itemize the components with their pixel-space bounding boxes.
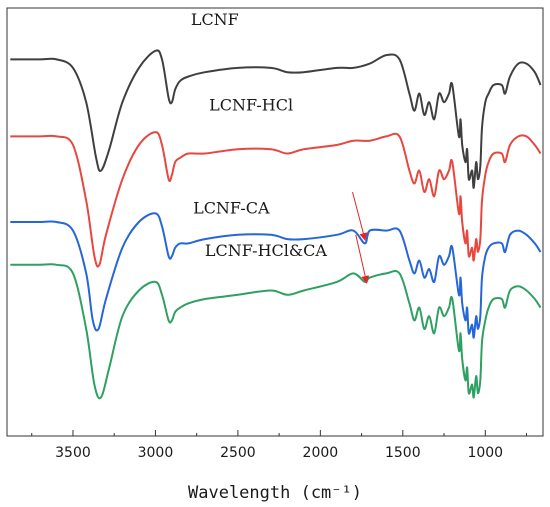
annotation-arrow-1 <box>352 191 368 242</box>
series-label-lcnf-hcl-ca: LCNF-HCl&CA <box>205 241 327 260</box>
series-group <box>10 49 542 400</box>
annotation-arrow-2 <box>355 234 370 284</box>
series-label-lcnf: LCNF <box>191 10 239 29</box>
series-line-lcnf-hcl-ca <box>10 263 542 400</box>
series-label-lcnf-hcl: LCNF-HCl <box>209 96 293 115</box>
x-tick-label-1500: 1500 <box>385 445 421 461</box>
x-tick-label-3000: 3000 <box>138 445 174 461</box>
series-line-lcnf-hcl <box>10 131 542 268</box>
x-axis-ticks: 3500 3000 2500 2000 1500 1000 <box>31 430 528 461</box>
x-tick-label-1000: 1000 <box>467 445 503 461</box>
series-label-lcnf-ca: LCNF-CA <box>193 198 270 217</box>
plot-frame <box>6 7 544 437</box>
x-axis-title: Wavelength (cm⁻¹) <box>188 483 362 503</box>
x-tick-label-2500: 2500 <box>220 445 256 461</box>
series-line-lcnf-ca <box>10 212 542 339</box>
x-tick-label-3500: 3500 <box>55 445 91 461</box>
annotation-group <box>352 191 370 284</box>
x-tick-label-2000: 2000 <box>303 445 339 461</box>
series-labels: LCNF LCNF-HCl LCNF-CA LCNF-HCl&CA <box>191 10 328 260</box>
series-line-lcnf <box>10 49 542 189</box>
